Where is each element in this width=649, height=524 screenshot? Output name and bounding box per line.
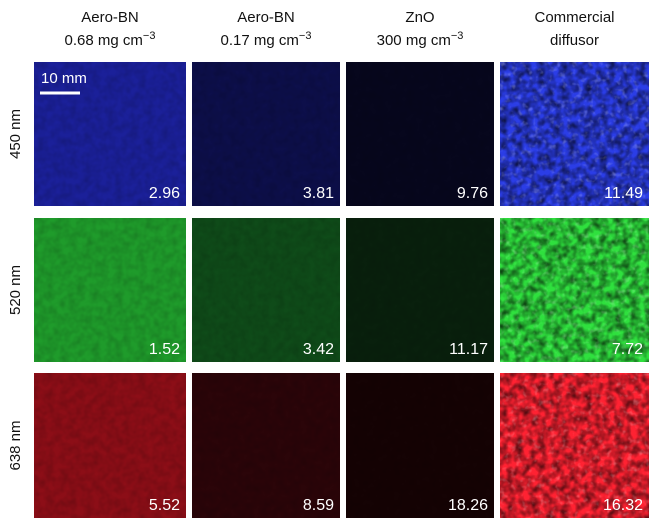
tile-speckle	[500, 373, 649, 518]
tile-value: 9.76	[457, 185, 488, 202]
column-title: Aero-BN	[81, 9, 139, 26]
tile-texture	[192, 62, 340, 206]
tile-texture	[192, 218, 340, 362]
column-subtitle: 0.68 mg cm−3	[65, 30, 156, 49]
tile-speckle	[500, 62, 649, 206]
column-title: ZnO	[405, 9, 434, 26]
row-label: 638 nm	[7, 420, 24, 470]
column-subtitle: 0.17 mg cm−3	[221, 30, 312, 49]
tile-value: 11.49	[604, 185, 643, 202]
tile-value: 3.42	[303, 341, 334, 358]
tile-value: 5.52	[149, 497, 180, 514]
tile-value: 7.72	[612, 341, 643, 358]
tile-texture	[34, 62, 186, 206]
column-title: Commercial	[534, 9, 614, 26]
tile-texture	[34, 373, 186, 518]
tile-texture	[192, 373, 340, 518]
column-subtitle: diffusor	[550, 32, 599, 49]
row-label: 450 nm	[7, 109, 24, 159]
tile-value: 2.96	[149, 185, 180, 202]
column-subtitle-text: 300 mg cm	[377, 32, 451, 49]
scale-bar-label: 10 mm	[41, 70, 87, 87]
row-label: 520 nm	[7, 265, 24, 315]
tile-value: 1.52	[149, 341, 180, 358]
column-subtitle-text: diffusor	[550, 32, 599, 49]
column-subtitle: 300 mg cm−3	[377, 30, 464, 49]
tile-texture	[346, 373, 494, 518]
column-subtitle-text: 0.68 mg cm	[65, 32, 143, 49]
tile-texture	[346, 62, 494, 206]
tile-value: 8.59	[303, 497, 334, 514]
tile-texture	[34, 218, 186, 362]
column-title: Aero-BN	[237, 9, 295, 26]
tile-speckle	[500, 218, 649, 362]
tile-value: 16.32	[603, 497, 643, 514]
column-subtitle-sup: −3	[451, 30, 464, 42]
column-subtitle-text: 0.17 mg cm	[221, 32, 299, 49]
column-subtitle-sup: −3	[143, 30, 156, 42]
tile-texture	[346, 218, 494, 362]
tile-value: 3.81	[303, 185, 334, 202]
column-subtitle-sup: −3	[299, 30, 312, 42]
tile-value: 18.26	[448, 497, 488, 514]
tile-value: 11.17	[449, 341, 488, 358]
